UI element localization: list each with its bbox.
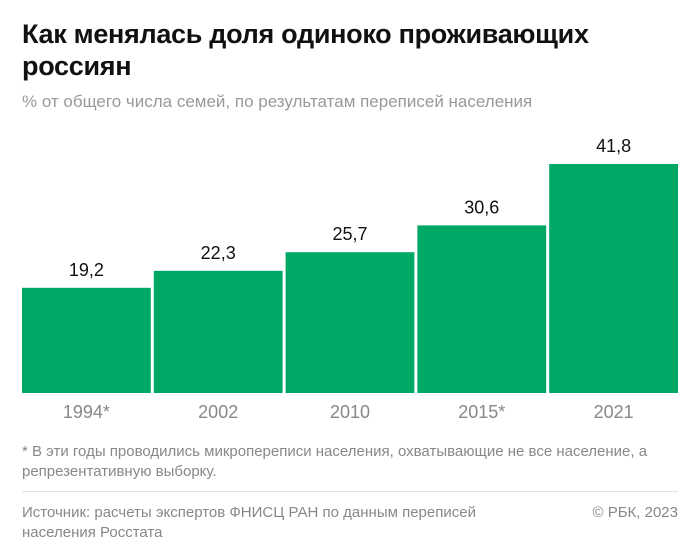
data-label: 19,2 [69, 260, 104, 280]
divider [22, 491, 678, 492]
bar [549, 164, 678, 393]
x-tick-label: 1994* [63, 402, 110, 422]
x-tick-label: 2015* [458, 402, 505, 422]
data-label: 25,7 [332, 224, 367, 244]
x-tick-label: 2021 [594, 402, 634, 422]
bar [153, 270, 283, 393]
chart-subtitle: % от общего числа семей, по результатам … [22, 92, 533, 111]
data-label: 22,3 [201, 243, 236, 263]
bar [22, 287, 151, 393]
chart-title: Как менялась доля одиноко проживающих ро… [22, 19, 589, 81]
copyright: © РБК, 2023 [592, 504, 678, 521]
source: Источник: расчеты экспертов ФНИСЦ РАН по… [22, 504, 476, 541]
footnote: * В эти годы проводились микропереписи н… [22, 443, 648, 480]
bar-chart: 19,2 1994* 22,3 2002 25,7 2010 30,6 2015* 41,8 20… [22, 136, 678, 422]
bar [285, 252, 415, 393]
x-tick-label: 2010 [330, 402, 370, 422]
data-label: 30,6 [464, 197, 499, 217]
x-tick-label: 2002 [198, 402, 238, 422]
bar [417, 225, 547, 393]
data-label: 41,8 [596, 136, 631, 156]
